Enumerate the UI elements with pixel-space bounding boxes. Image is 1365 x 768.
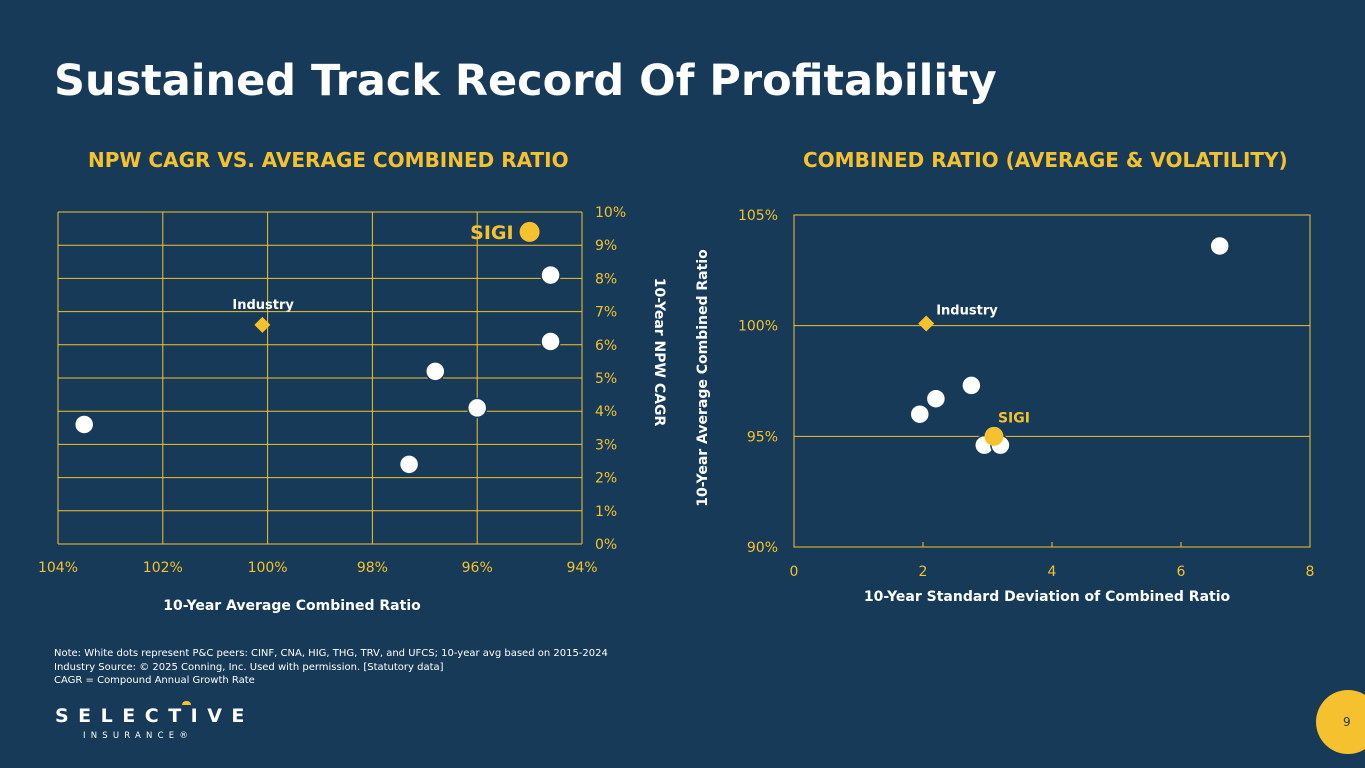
chart2-industry-point: [918, 315, 935, 332]
chart1-y-tick-label: 3%: [595, 437, 617, 453]
chart1-x-tick-label: 104%: [38, 560, 78, 576]
chart2-sigi-point: [984, 426, 1004, 446]
chart1-y-axis-label: 10-Year NPW CAGR: [651, 278, 667, 427]
chart1-y-tick-label: 8%: [595, 271, 617, 287]
chart2-peer-point: [925, 388, 947, 409]
chart2-x-tick-label: 6: [1177, 564, 1186, 580]
chart1-peer-point: [73, 414, 95, 435]
logo-wordmark: SELECTIVE: [55, 701, 254, 727]
selective-logo: SELECTIVE INSURANCE®: [55, 701, 254, 741]
chart1-y-tick-label: 4%: [595, 404, 617, 420]
chart1-x-tick-label: 102%: [143, 560, 183, 576]
chart1-peer-point: [540, 331, 561, 352]
chart2-x-tick-label: 4: [1048, 564, 1057, 580]
chart1-y-tick-label: 6%: [595, 338, 617, 354]
chart2-y-tick-label: 105%: [738, 208, 778, 224]
chart1-x-tick-label: 98%: [357, 560, 388, 576]
chart2-title: COMBINED RATIO (AVERAGE & VOLATILITY): [803, 148, 1288, 172]
footnote-cagr: CAGR = Compound Annual Growth Rate: [54, 675, 255, 686]
footnotes: Note: White dots represent P&C peers: CI…: [54, 647, 608, 688]
chart2-y-axis-label: 10-Year Average Combined Ratio: [695, 249, 711, 507]
chart1-x-tick-label: 96%: [462, 560, 493, 576]
chart1-title: NPW CAGR VS. AVERAGE COMBINED RATIO: [88, 148, 569, 172]
logo-subtitle: INSURANCE®: [83, 731, 194, 741]
chart2-peer-point: [1209, 235, 1230, 257]
chart1-y-tick-label: 0%: [595, 537, 617, 553]
logo-accent-icon: [182, 701, 191, 705]
chart1-y-tick-label: 1%: [595, 504, 617, 520]
chart1-y-tick-label: 10%: [595, 205, 626, 221]
chart1-y-tick-label: 7%: [595, 305, 617, 321]
chart2-x-tick-label: 8: [1306, 564, 1315, 580]
chart1-peer-point: [398, 454, 420, 475]
chart1-y-tick-label: 9%: [595, 238, 617, 254]
chart2-sigi-label: SIGI: [998, 410, 1030, 426]
chart1-y-tick-label: 2%: [595, 471, 617, 487]
page-number: 9: [1343, 715, 1351, 729]
chart2-peer-point: [909, 403, 931, 425]
chart1-peer-point: [425, 361, 446, 382]
chart2-x-tick-label: 2: [919, 564, 928, 580]
chart2-y-tick-label: 100%: [738, 319, 778, 335]
chart1-x-tick-label: 100%: [248, 560, 288, 576]
chart1-y-tick-label: 5%: [595, 371, 617, 387]
chart2-x-tick-label: 0: [790, 564, 799, 580]
chart1-sigi-point: [519, 221, 540, 242]
slide-title: Sustained Track Record Of Profitability: [54, 56, 997, 106]
chart2-peer-point: [961, 375, 982, 396]
chart2-y-tick-label: 90%: [747, 540, 778, 556]
page-number-badge: 9: [1316, 690, 1365, 754]
chart2-industry-label: Industry: [936, 303, 998, 318]
chart2-x-axis-label: 10-Year Standard Deviation of Combined R…: [864, 589, 1231, 605]
chart1-industry-label: Industry: [232, 298, 294, 313]
chart1-industry-point: [254, 316, 271, 333]
footnote-peers: Note: White dots represent P&C peers: CI…: [54, 648, 608, 659]
chart2-y-tick-label: 95%: [747, 429, 778, 445]
footnote-source: Industry Source: © 2025 Conning, Inc. Us…: [54, 661, 444, 673]
chart1-x-tick-label: 94%: [566, 560, 597, 576]
chart1-peer-point: [540, 264, 561, 286]
chart2-plot-border: [793, 214, 1311, 548]
chart1-sigi-label: SIGI: [470, 222, 513, 244]
chart1-peer-point: [466, 397, 488, 419]
chart1-x-axis-label: 10-Year Average Combined Ratio: [163, 598, 421, 614]
